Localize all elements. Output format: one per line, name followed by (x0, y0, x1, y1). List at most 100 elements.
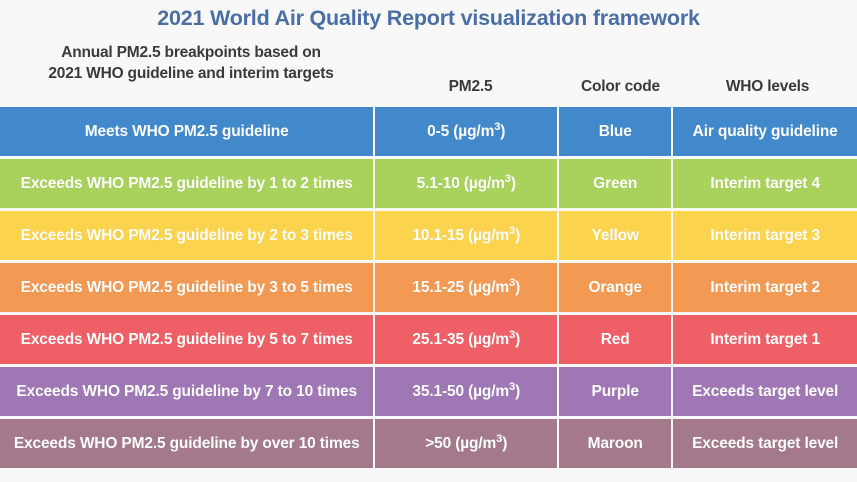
pm25-unit: (µg/m3) (468, 380, 521, 401)
column-divider (373, 419, 376, 468)
pm25-unit-text: (µg/m (453, 122, 495, 140)
column-divider (373, 263, 376, 312)
table-subtitle: Annual PM2.5 breakpoints based on 2021 W… (16, 42, 366, 85)
pm25-value: 15.1-25 (412, 278, 464, 296)
pm25-unit-close: ) (515, 278, 521, 296)
cell-who-level: Exceeds target level (673, 419, 857, 468)
table-subtitle-line1: Annual PM2.5 breakpoints based on (61, 44, 321, 61)
table-header-band: Annual PM2.5 breakpoints based on 2021 W… (0, 40, 857, 106)
pm25-unit-text: (µg/m (468, 278, 509, 296)
column-header-pm25: PM2.5 (448, 78, 493, 95)
pm25-unit-exponent: 3 (494, 120, 501, 133)
cell-color-code: Green (559, 159, 672, 208)
cell-pm25: 35.1-50 (µg/m3) (375, 367, 558, 416)
cell-pm25: 25.1-35 (µg/m3) (375, 315, 558, 364)
table-row: Exceeds WHO PM2.5 guideline by 1 to 2 ti… (0, 159, 857, 208)
pm25-value: >50 (425, 434, 452, 452)
cell-description: Exceeds WHO PM2.5 guideline by 2 to 3 ti… (0, 211, 374, 260)
pm25-unit: (µg/m3) (468, 328, 521, 349)
table-row: Meets WHO PM2.5 guideline 0-5 (µg/m3) Blue… (0, 107, 857, 156)
pm25-unit-close: ) (515, 226, 521, 244)
pm25-unit-exponent: 3 (509, 276, 516, 289)
pm25-unit-exponent: 3 (509, 380, 516, 393)
pm25-unit: (µg/m3) (455, 432, 508, 453)
cell-who-level: Air quality guideline (673, 107, 857, 156)
table-row: Exceeds WHO PM2.5 guideline by over 10 t… (0, 419, 857, 468)
cell-description: Exceeds WHO PM2.5 guideline by 1 to 2 ti… (0, 159, 374, 208)
column-divider (373, 107, 376, 156)
cell-description: Exceeds WHO PM2.5 guideline by 7 to 10 t… (0, 367, 374, 416)
column-divider (671, 419, 674, 468)
column-divider (671, 107, 674, 156)
pm25-unit: (µg/m3) (463, 172, 516, 193)
pm25-unit-text: (µg/m (455, 434, 497, 452)
cell-color-code: Red (559, 315, 672, 364)
table-row: Exceeds WHO PM2.5 guideline by 7 to 10 t… (0, 367, 857, 416)
table-row: Exceeds WHO PM2.5 guideline by 2 to 3 ti… (0, 211, 857, 260)
column-divider (557, 419, 560, 468)
pm25-value: 10.1-15 (412, 226, 464, 244)
cell-description: Exceeds WHO PM2.5 guideline by 5 to 7 ti… (0, 315, 374, 364)
cell-who-level: Interim target 4 (673, 159, 857, 208)
column-divider (373, 211, 376, 260)
pm25-unit-exponent: 3 (496, 432, 503, 445)
footer-spacer (0, 471, 857, 482)
pm25-unit: (µg/m3) (468, 276, 521, 297)
column-divider (671, 367, 674, 416)
pm25-unit-exponent: 3 (509, 224, 516, 237)
column-divider (557, 315, 560, 364)
cell-description: Exceeds WHO PM2.5 guideline by over 10 t… (0, 419, 374, 468)
pm25-unit-close: ) (515, 382, 521, 400)
pm25-value: 0-5 (427, 122, 450, 140)
pm25-unit-close: ) (510, 174, 516, 192)
cell-description: Meets WHO PM2.5 guideline (0, 107, 374, 156)
pm25-value: 25.1-35 (412, 330, 464, 348)
cell-color-code: Maroon (559, 419, 672, 468)
pm25-unit-text: (µg/m (468, 330, 509, 348)
cell-color-code: Yellow (559, 211, 672, 260)
column-divider (671, 263, 674, 312)
cell-pm25: 5.1-10 (µg/m3) (375, 159, 558, 208)
pm25-unit-close: ) (515, 330, 521, 348)
pm25-unit: (µg/m3) (468, 224, 521, 245)
cell-who-level: Interim target 3 (673, 211, 857, 260)
table-row: Exceeds WHO PM2.5 guideline by 3 to 5 ti… (0, 263, 857, 312)
column-divider (557, 367, 560, 416)
column-divider (557, 263, 560, 312)
cell-description: Exceeds WHO PM2.5 guideline by 3 to 5 ti… (0, 263, 374, 312)
pm25-unit-close: ) (502, 434, 508, 452)
pm25-unit: (µg/m3) (453, 120, 506, 141)
pm25-unit-text: (µg/m (468, 382, 509, 400)
pm25-unit-exponent: 3 (509, 328, 516, 341)
cell-who-level: Exceeds target level (673, 367, 857, 416)
pm25-unit-text: (µg/m (463, 174, 505, 192)
cell-color-code: Blue (559, 107, 672, 156)
pm25-unit-close: ) (500, 122, 506, 140)
column-header-color-code: Color code (581, 78, 660, 95)
page-title: 2021 World Air Quality Report visualizat… (157, 6, 700, 30)
column-divider (557, 107, 560, 156)
column-header-who-levels: WHO levels (725, 78, 810, 95)
cell-pm25: 0-5 (µg/m3) (375, 107, 558, 156)
column-divider (373, 315, 376, 364)
column-divider (671, 211, 674, 260)
cell-pm25: >50 (µg/m3) (375, 419, 558, 468)
cell-color-code: Purple (559, 367, 672, 416)
pm25-unit-text: (µg/m (468, 226, 509, 244)
column-divider (373, 159, 376, 208)
column-divider (557, 159, 560, 208)
cell-color-code: Orange (559, 263, 672, 312)
cell-who-level: Interim target 1 (673, 315, 857, 364)
column-divider (557, 211, 560, 260)
table-row: Exceeds WHO PM2.5 guideline by 5 to 7 ti… (0, 315, 857, 364)
pm25-value: 35.1-50 (412, 382, 464, 400)
pm25-value: 5.1-10 (416, 174, 460, 192)
column-divider (671, 159, 674, 208)
breakpoints-table: Meets WHO PM2.5 guideline 0-5 (µg/m3) Blue… (0, 107, 857, 468)
cell-pm25: 15.1-25 (µg/m3) (375, 263, 558, 312)
cell-pm25: 10.1-15 (µg/m3) (375, 211, 558, 260)
column-divider (671, 315, 674, 364)
column-divider (373, 367, 376, 416)
pm25-unit-exponent: 3 (504, 172, 511, 185)
